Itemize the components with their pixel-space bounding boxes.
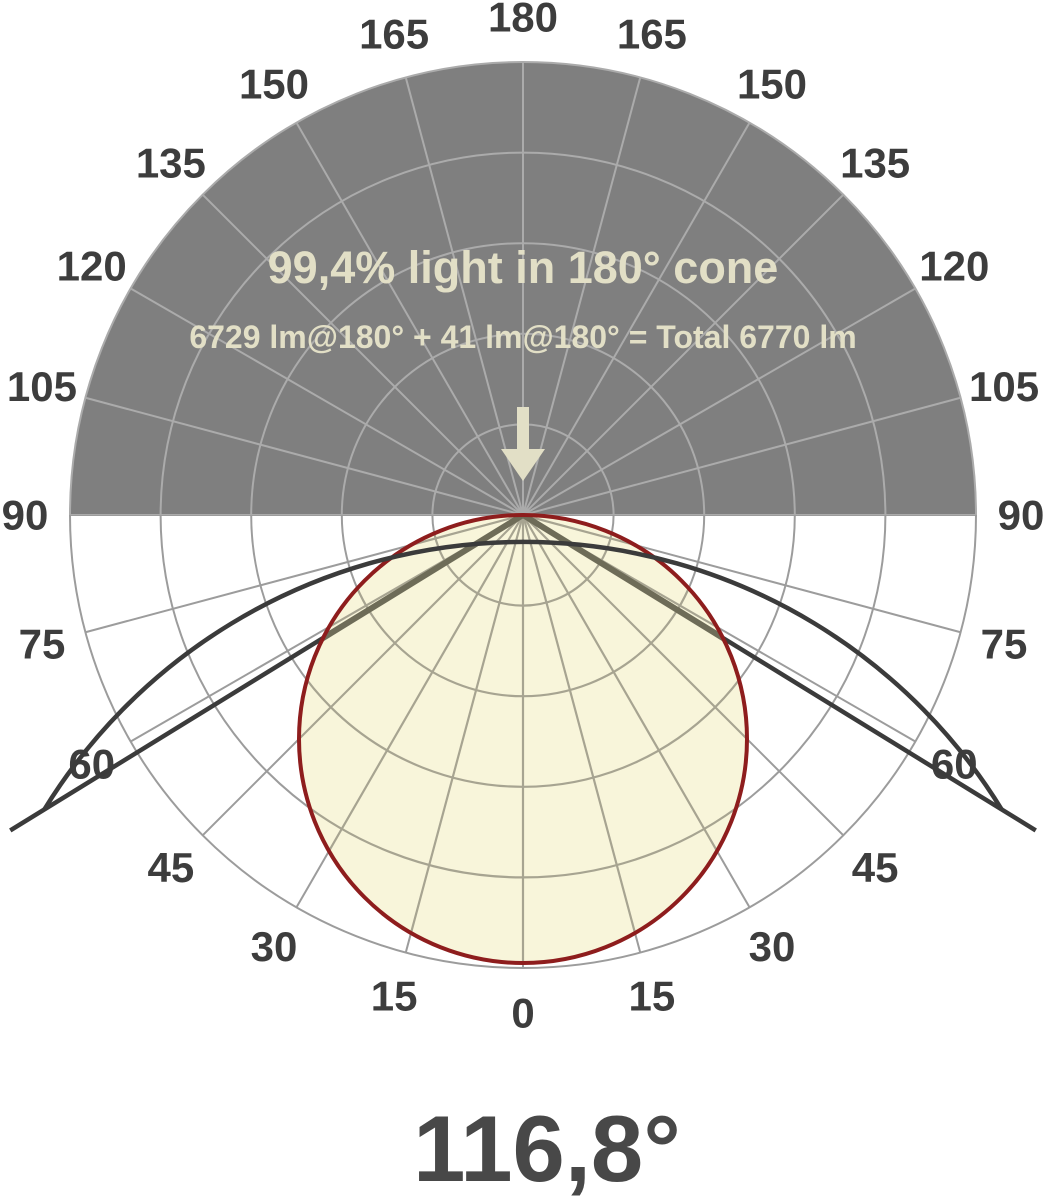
angle-tick-label-90-right: 90	[998, 492, 1045, 539]
grid-spoke	[299, 515, 524, 908]
grid-spoke	[522, 515, 747, 837]
grid-spoke	[404, 515, 525, 953]
angle-tick-label-120-right: 120	[919, 243, 989, 290]
beam-angle-arc	[42, 539, 1004, 811]
grid-spoke	[522, 193, 845, 515]
angle-tick-label-180: 180	[488, 0, 558, 41]
angle-tick-label-75-left: 75	[19, 621, 66, 668]
grid-spoke	[404, 77, 524, 515]
grid-spoke	[521, 515, 642, 953]
angle-tick-label-90-left: 90	[2, 492, 49, 539]
beam-angle-line-inner	[521, 515, 747, 833]
angle-tick-label-75-right: 75	[981, 621, 1028, 668]
angle-tick-label-150-right: 150	[737, 60, 807, 107]
grid-spoke	[522, 287, 916, 515]
angle-tick-label-105-right: 105	[969, 363, 1039, 410]
chart-title: 99,4% light in 180° cone	[268, 242, 779, 293]
beam-angle-line-inner	[299, 515, 525, 833]
grid-spoke	[295, 122, 524, 515]
angle-tick-label-135-right: 135	[840, 140, 910, 187]
chart-subtitle: 6729 lm@180° + 41 lm@180° = Total 6770 l…	[189, 319, 856, 355]
angle-tick-label-15-left: 15	[371, 973, 418, 1020]
angle-tick-label-165-left: 165	[359, 11, 429, 58]
intensity-lobe-outline	[297, 513, 749, 965]
beam-angle-value: 116,8°	[413, 1096, 681, 1200]
angle-tick-label-30-right: 30	[749, 923, 796, 970]
down-arrow-icon	[501, 407, 545, 481]
grid-spoke	[522, 396, 961, 515]
angle-tick-label-165-right: 165	[617, 11, 687, 58]
grid-spoke	[522, 515, 747, 908]
grid-spoke	[85, 396, 524, 515]
angle-tick-label-150-left: 150	[239, 60, 309, 107]
grid-spoke	[201, 193, 524, 515]
angle-tick-label-45-right: 45	[852, 844, 899, 891]
grid-spoke	[522, 122, 751, 515]
angle-tick-label-45-left: 45	[148, 844, 195, 891]
grid-spoke	[130, 287, 524, 515]
angle-tick-label-135-left: 135	[136, 140, 206, 187]
angle-tick-label-15-right: 15	[629, 973, 676, 1020]
angle-tick-label-30-left: 30	[251, 923, 298, 970]
beam-angle-lines-inside-lobe	[299, 515, 747, 833]
angle-tick-label-0: 0	[511, 990, 534, 1037]
angle-tick-label-105-left: 105	[7, 363, 77, 410]
angle-tick-label-120-left: 120	[57, 243, 127, 290]
grid-spoke	[299, 515, 524, 837]
grid-spoke	[522, 77, 642, 515]
